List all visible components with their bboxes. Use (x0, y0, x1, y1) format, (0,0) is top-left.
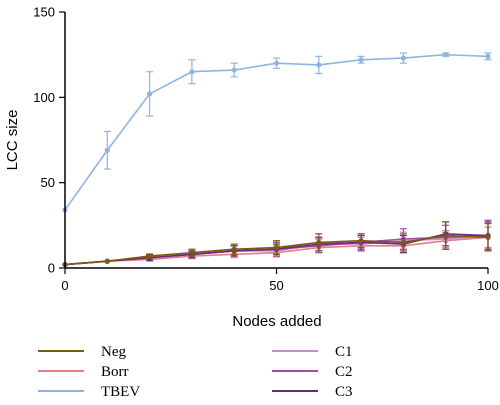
data-point (147, 91, 153, 97)
legend-label: C1 (335, 344, 353, 360)
data-point (104, 147, 110, 153)
x-tick-label: 0 (61, 278, 68, 293)
legend-label: Borr (101, 364, 129, 380)
data-point (485, 234, 491, 240)
y-tick-label: 100 (33, 90, 55, 105)
data-point (485, 53, 491, 59)
legend-item-borr: Borr (38, 364, 129, 380)
data-point (231, 67, 237, 73)
data-point (231, 246, 237, 252)
plot-area (62, 52, 492, 268)
data-point (400, 55, 406, 61)
legend-label: Neg (101, 344, 126, 360)
data-point (189, 250, 195, 256)
series-line-tbev (64, 53, 489, 211)
x-tick-label: 50 (269, 278, 283, 293)
data-point (400, 239, 406, 245)
legend-item-c1: C1 (272, 344, 353, 360)
data-point (443, 52, 449, 58)
data-point (273, 60, 280, 66)
axes (64, 12, 488, 269)
legend-label: C2 (335, 364, 353, 380)
legend-item-c3: C3 (272, 384, 353, 400)
series-tbev (62, 52, 492, 213)
data-point (316, 239, 322, 245)
y-tick-label: 0 (48, 261, 55, 276)
x-tick-label: 100 (477, 278, 499, 293)
data-point (443, 232, 449, 239)
legend-item-neg: Neg (38, 344, 126, 360)
data-point (358, 238, 364, 244)
y-tick-label: 50 (41, 175, 55, 190)
x-axis-title: Nodes added (232, 313, 321, 330)
legend-item-c2: C2 (272, 364, 353, 380)
legend: Neg Borr TBEV C1 C2 C3 (38, 344, 353, 400)
legend-item-tbev: TBEV (38, 384, 140, 400)
y-tick-label: 150 (33, 5, 55, 20)
data-point (316, 62, 322, 68)
y-axis-title: LCC size (4, 110, 21, 171)
data-point (189, 69, 195, 75)
legend-label: C3 (335, 384, 353, 400)
series-neg (62, 221, 492, 268)
ticks: 0 50 100 150 0 50 100 (33, 5, 499, 294)
data-point (273, 244, 280, 251)
data-point (147, 253, 153, 259)
legend-label: TBEV (101, 384, 140, 400)
data-point (104, 258, 110, 264)
data-point (358, 57, 364, 63)
